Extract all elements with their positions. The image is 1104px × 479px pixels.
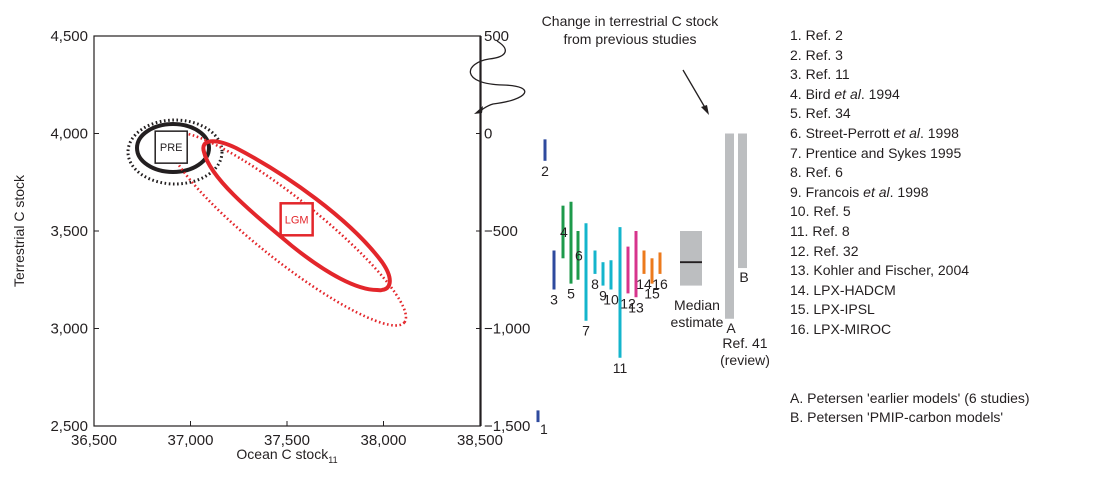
median-arrow-line	[683, 70, 707, 111]
median-box	[680, 231, 702, 286]
ref41-line-2: (review)	[705, 352, 785, 369]
range-bar-a	[725, 134, 734, 319]
median-annotation: Median estimate	[662, 297, 732, 331]
median-line-2: estimate	[662, 314, 732, 331]
legend-item: 15. LPX-IPSL	[790, 300, 969, 320]
right-tick-label: 0	[484, 126, 492, 143]
right-tick-label: −1,500	[484, 418, 530, 435]
median-line-1: Median	[662, 297, 732, 314]
legend-item: 11. Ref. 8	[790, 222, 969, 242]
range-label-b: B	[739, 269, 748, 285]
range-bar-b	[738, 134, 747, 269]
study-label-1: 1	[540, 421, 548, 437]
study-label-16: 16	[652, 276, 668, 292]
y-tick-label: 4,500	[50, 28, 88, 45]
median-estimate	[680, 231, 702, 286]
study-label-13: 13	[628, 299, 644, 315]
y-tick-label: 3,500	[50, 223, 88, 240]
ref41-annotation: Ref. 41 (review)	[705, 335, 785, 369]
legend-item: 12. Ref. 32	[790, 242, 969, 262]
note-a: A. Petersen 'earlier models' (6 studies)	[790, 389, 1030, 408]
x-tick-label: 37,000	[168, 432, 214, 449]
study-label-7: 7	[582, 323, 590, 339]
header-annotation: Change in terrestrial C stock from previ…	[540, 12, 720, 48]
study-label-3: 3	[550, 292, 558, 308]
point-pre-label: PRE	[160, 142, 183, 154]
legend-item: 2. Ref. 3	[790, 46, 969, 66]
study-label-5: 5	[567, 286, 575, 302]
range-notes: A. Petersen 'earlier models' (6 studies)…	[790, 389, 1030, 427]
right-tick-label: −1,000	[484, 321, 530, 338]
legend-item: 14. LPX-HADCM	[790, 281, 969, 301]
header-arrow-curve	[470, 41, 524, 113]
y-axis-label: Terrestrial C stock	[11, 174, 27, 287]
study-label-6: 6	[575, 247, 583, 263]
legend-item: 8. Ref. 6	[790, 163, 969, 183]
y-tick-label: 4,000	[50, 126, 88, 143]
study-label-8: 8	[591, 276, 599, 292]
median-arrow-head	[701, 105, 709, 115]
header-line-2: from previous studies	[540, 30, 720, 48]
legend-item: 6. Street-Perrott et al. 1998	[790, 124, 969, 144]
axis-ticks: 36,500 37,000 37,500 38,000 38,5002,5003,000…	[11, 28, 503, 465]
right-tick-label: 500	[484, 28, 509, 45]
reference-legend: 1. Ref. 2 2. Ref. 3 3. Ref. 11 4. Bird e…	[790, 26, 969, 340]
header-arrow-head	[474, 106, 483, 114]
study-label-4: 4	[560, 224, 568, 240]
legend-item: 10. Ref. 5	[790, 202, 969, 222]
study-label-11: 11	[613, 360, 628, 376]
study-label-10: 10	[603, 292, 619, 308]
legend-item: 9. Francois et al. 1998	[790, 183, 969, 203]
x-axis-label-subscript: 11	[328, 455, 337, 465]
legend-item: 1. Ref. 2	[790, 26, 969, 46]
right-tick-label: −500	[484, 223, 518, 240]
legend-item: 4. Bird et al. 1994	[790, 85, 969, 105]
note-b: B. Petersen 'PMIP-carbon models'	[790, 408, 1030, 427]
legend-item: 13. Kohler and Fischer, 2004	[790, 261, 969, 281]
header-line-1: Change in terrestrial C stock	[540, 12, 720, 30]
x-axis-label: Ocean C stock11	[236, 446, 337, 465]
ref41-line-1: Ref. 41	[705, 335, 785, 352]
legend-item: 7. Prentice and Sykes 1995	[790, 144, 969, 164]
legend-item: 16. LPX-MIROC	[790, 320, 969, 340]
x-tick-label: 38,000	[361, 432, 407, 449]
y-tick-label: 3,000	[50, 321, 88, 338]
y-tick-label: 2,500	[50, 418, 88, 435]
study-label-2: 2	[541, 163, 549, 179]
point-lgm-label: LGM	[285, 214, 309, 226]
legend-item: 3. Ref. 11	[790, 65, 969, 85]
legend-item: 5. Ref. 34	[790, 104, 969, 124]
